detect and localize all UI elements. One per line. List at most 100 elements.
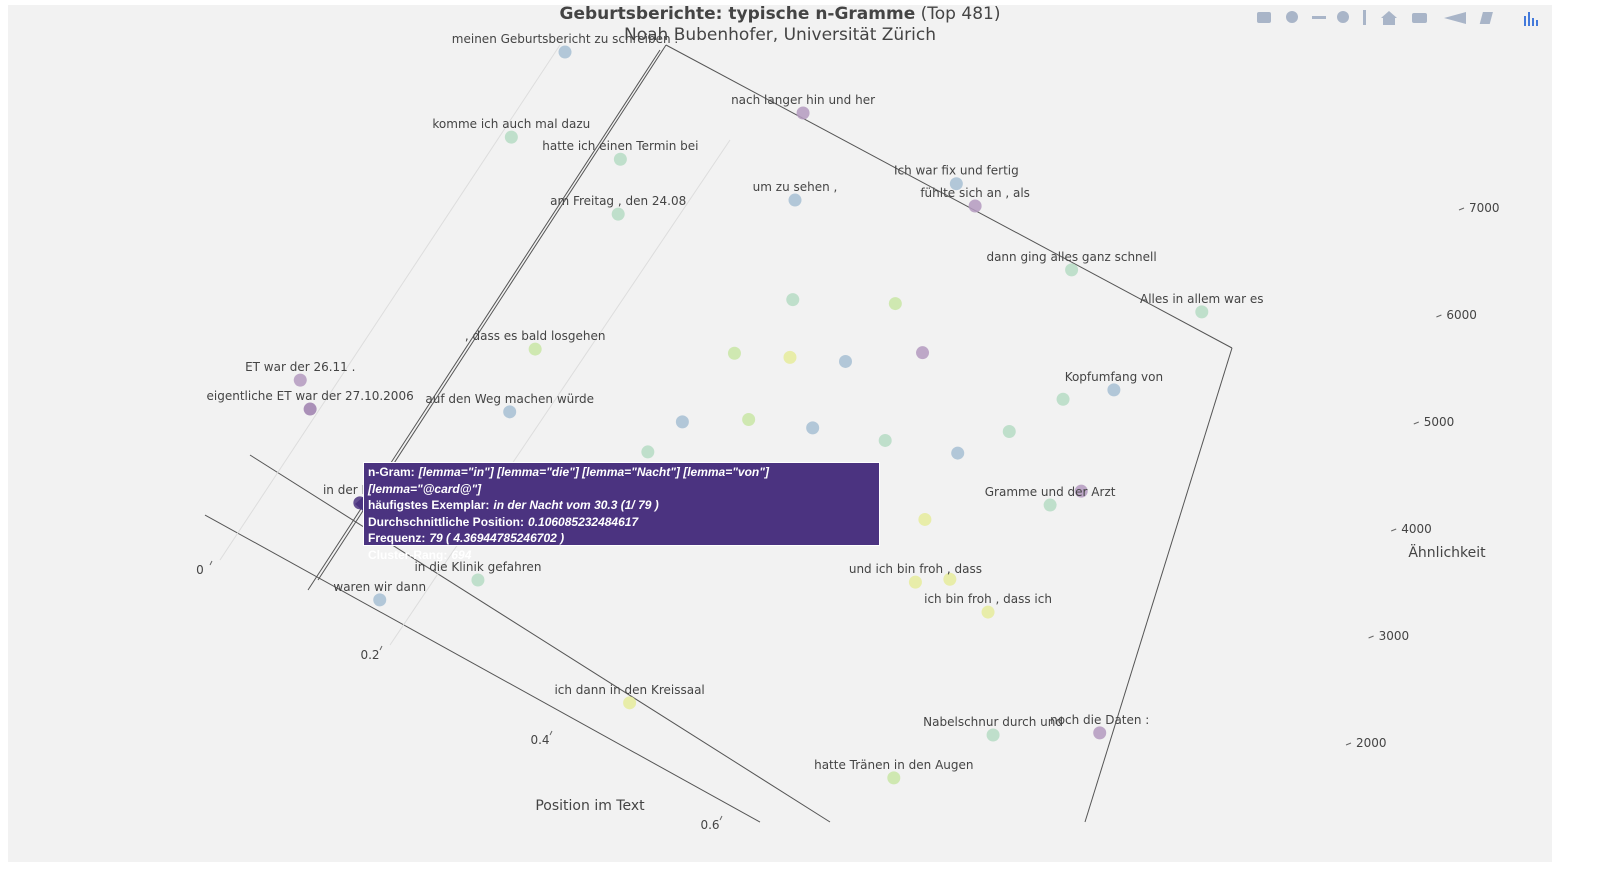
point [878,433,892,447]
point-label: waren wir dann [333,580,426,594]
point [373,593,387,607]
x-tick-label: 0.4 [530,733,549,747]
x-tick-mark [719,815,723,821]
y-axis-title: Ähnlichkeit [1408,543,1486,561]
logo-bar[interactable] [1524,16,1526,26]
tooltip-key: Cluster-Rang: [368,547,448,562]
tooltip-key: n-Gram: [368,465,415,479]
point-label: Gramme und der Arzt [985,485,1116,499]
point [471,573,485,587]
point-label: ich bin froh , dass ich [924,592,1052,606]
point-label: am Freitag , den 24.08 [550,194,686,208]
point [806,421,820,435]
point-label: um zu sehen , [753,180,838,194]
point [943,572,957,586]
point [968,199,982,213]
point [1093,726,1107,740]
tooltip-key: Durchschnittliche Position: [368,514,525,529]
point [303,402,317,416]
x-tick-label: 0.6 [700,818,719,832]
point [918,512,932,526]
y-tick-mark [1391,528,1397,532]
modebar-camera[interactable] [1257,12,1271,23]
point [951,446,965,460]
tooltip-row: Frequenz: 79 ( 4.36944785246702 ) [368,530,875,547]
point [611,207,625,221]
y-tick-label: 3000 [1379,629,1410,643]
point-label: ET war der 26.11 . [245,360,355,374]
scene-grid [219,44,731,646]
modebar-zoom[interactable] [1286,11,1298,23]
x-tick-label: 0.2 [360,648,379,662]
point [504,130,518,144]
point [675,415,689,429]
x-tick-label: 0 [196,563,204,577]
point-label: nach langer hin und her [731,93,875,107]
frame-edge [249,454,831,823]
logo-bar[interactable] [1528,12,1530,26]
point-label: , dass es bald losgehen [465,329,606,343]
scene-grid-line [389,139,731,646]
y-tick-label: 6000 [1446,308,1477,322]
point-label: ich dann in den Kreissaal [554,683,704,697]
y-tick-mark [1436,314,1442,318]
y-tick-mark [1413,421,1419,425]
point [613,152,627,166]
point-label: Nabelschnur durch und [923,715,1063,729]
x-tick-mark [549,730,553,736]
point [1074,484,1088,498]
tooltip-row: Durchschnittliche Position: 0.10608523248… [368,514,875,531]
frame-edge [1084,347,1233,823]
point-label: auf den Weg machen würde [425,392,594,406]
modebar-spikes[interactable] [1479,12,1493,24]
point [1107,383,1121,397]
point [1043,498,1057,512]
tooltip-value: [lemma="in"] [lemma="die"] [lemma="Nacht… [368,465,769,496]
frame-edge [204,514,761,823]
x-axis-title: Position im Text [535,798,645,814]
point [503,405,517,419]
modebar-pan[interactable] [1312,16,1326,19]
tooltip-value: in der Nacht vom 30.3 (1/ 79 ) [493,498,659,512]
point-label: Kopfumfang von [1065,370,1163,384]
logo-bar[interactable] [1532,18,1534,26]
point [1195,305,1209,319]
modebar-logo[interactable] [1524,12,1538,26]
x-tick-mark [209,560,213,566]
y-tick-label: 2000 [1356,736,1387,750]
point-label: hatte ich einen Termin bei [542,139,698,153]
point [1002,425,1016,439]
logo-bar[interactable] [1536,20,1538,26]
point [558,45,572,59]
y-tick-label: 4000 [1401,522,1432,536]
modebar-hover[interactable] [1444,12,1466,24]
point-label: meinen Geburtsbericht zu schreiben . [452,32,678,46]
hover-tooltip: n-Gram: [lemma="in"] [lemma="die"] [lemma… [363,462,880,562]
modebar-camera-view[interactable] [1412,13,1427,23]
y-tick-label: 7000 [1469,201,1500,215]
point-label: und ich bin froh , dass [849,562,982,576]
modebar-orbit[interactable] [1337,11,1349,23]
modebar-reset[interactable] [1381,11,1397,25]
point-label: dann ging alles ganz schnell [986,250,1156,264]
point [981,605,995,619]
point [293,373,307,387]
point-label: eigentliche ET war der 27.10.2006 [207,389,414,403]
modebar-turntable[interactable] [1363,10,1366,25]
point [528,342,542,356]
point-label: hatte Tränen in den Augen [814,758,973,772]
chart-title: Geburtsberichte: typische n-Gramme (Top … [560,4,1001,24]
point-label: fühlte sich an , als [920,186,1030,200]
point-label: komme ich auch mal dazu [432,117,590,131]
point [623,696,637,710]
tooltip-arrow [355,497,363,511]
point [783,350,797,364]
y-tick-mark [1345,742,1352,746]
tooltip-key: häufigstes Exemplar: [368,498,490,512]
tooltip-value: 79 ( 4.36944785246702 ) [429,531,565,545]
modebar [1257,10,1538,26]
point [1065,263,1079,277]
point [788,193,802,207]
